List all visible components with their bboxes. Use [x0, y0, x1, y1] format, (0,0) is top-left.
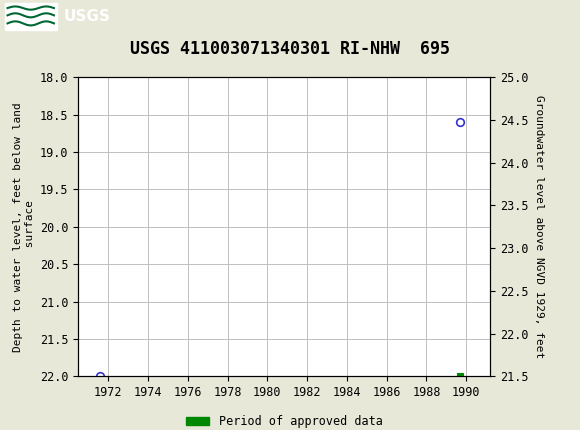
Legend: Period of approved data: Period of approved data	[181, 411, 387, 430]
Text: USGS: USGS	[64, 9, 111, 24]
Y-axis label: Depth to water level, feet below land
 surface: Depth to water level, feet below land su…	[13, 102, 35, 352]
Y-axis label: Groundwater level above NGVD 1929, feet: Groundwater level above NGVD 1929, feet	[534, 95, 544, 359]
Bar	[5, 3, 57, 30]
Text: USGS 411003071340301 RI-NHW  695: USGS 411003071340301 RI-NHW 695	[130, 40, 450, 58]
